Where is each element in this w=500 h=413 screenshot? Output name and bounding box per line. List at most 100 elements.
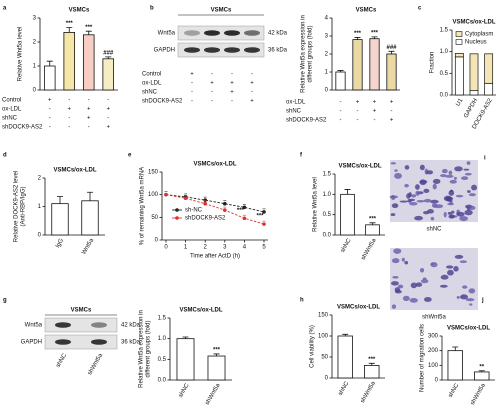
y-tick-label: 2 (325, 52, 329, 58)
condition-mark: + (390, 118, 394, 124)
cell (391, 203, 399, 209)
condition-mark: - (191, 90, 193, 96)
condition-name: shDOCK9-AS2 (142, 99, 183, 105)
point (183, 196, 188, 201)
panel-letter: g (3, 298, 7, 304)
cell (440, 274, 449, 280)
point (262, 222, 266, 226)
y-tick-label: 0.0 (158, 378, 167, 384)
cell (394, 289, 402, 294)
condition-mark: + (190, 72, 194, 78)
legend-label: shDOCK9-AS2 (185, 216, 226, 222)
cell (454, 166, 463, 172)
panel-letter: h (300, 298, 304, 304)
error-bar (478, 370, 485, 372)
y-tick-label: 1.0 (323, 192, 332, 198)
y-tick-label: 1.0 (440, 49, 449, 55)
error-bar (337, 70, 344, 72)
panel-letter: i (484, 156, 486, 162)
cell (404, 261, 409, 265)
condition-mark: + (230, 90, 234, 96)
error-bar (57, 196, 63, 204)
significance: *** (66, 21, 74, 27)
condition-mark: - (68, 98, 70, 104)
panel-letter: j (481, 298, 484, 304)
blot-band (204, 30, 220, 36)
y-axis-label: different groups (fold) (308, 26, 314, 83)
error-bar (388, 50, 395, 54)
y-tick-label: 50 (151, 215, 158, 221)
condition-mark: + (250, 99, 254, 105)
cell (426, 170, 434, 175)
band-name: Wnt5a (25, 323, 43, 329)
x-axis-label: Time after ActD (h) (190, 254, 240, 260)
bar (43, 65, 56, 91)
legend-label: Cytoplasm (465, 32, 493, 38)
y-tick-label: 100 (428, 363, 439, 369)
cell (468, 205, 476, 210)
y-tick-label: 0 (435, 378, 439, 384)
bar-segment (454, 56, 464, 96)
point (262, 210, 266, 214)
bar-segment (469, 53, 479, 92)
x-tick-label: 2 (204, 245, 208, 251)
significance: *** (213, 348, 221, 354)
condition-mark: + (373, 109, 377, 115)
blot-band (91, 339, 107, 345)
condition-mark: - (49, 125, 51, 131)
condition-mark: - (191, 81, 193, 87)
y-tick-label: 0.0 (323, 233, 332, 239)
y-tick-label: 0.0 (440, 93, 449, 99)
cell (439, 284, 448, 288)
y-tick-label: 1 (325, 70, 329, 76)
error-bar (85, 30, 92, 35)
cell (404, 165, 410, 170)
condition-mark: - (49, 116, 51, 122)
cell (448, 170, 453, 176)
condition-mark: + (106, 125, 110, 131)
condition-mark: - (68, 125, 70, 131)
significance: ** (479, 364, 484, 370)
x-tick-label: shNC (338, 380, 351, 397)
y-tick-label: 1.0 (158, 336, 167, 342)
y-tick-label: 2 (38, 176, 42, 182)
condition-mark: - (211, 99, 213, 105)
error-bar (66, 27, 73, 33)
cell (416, 200, 425, 203)
cell (432, 178, 441, 184)
bar (176, 338, 195, 381)
image-label: shNC (426, 227, 442, 233)
point (203, 201, 207, 206)
significance: ### (386, 45, 397, 51)
point (242, 205, 247, 210)
cell (414, 215, 424, 221)
cell (390, 213, 396, 216)
condition-mark: - (357, 109, 359, 115)
blot-strip (177, 25, 265, 41)
cell (468, 288, 476, 294)
cell (451, 210, 455, 214)
cell (423, 198, 432, 203)
condition-mark: - (88, 125, 90, 131)
condition-name: shNC (286, 109, 302, 115)
cell (389, 195, 399, 199)
blot-band (91, 322, 107, 328)
cell (464, 209, 473, 216)
cell (410, 282, 418, 289)
y-tick-label: 4 (325, 16, 329, 22)
chart-title: VSMCs/ox-LDL (337, 305, 380, 311)
cell (390, 281, 399, 286)
cell (471, 184, 477, 191)
bar (447, 350, 463, 381)
cell (430, 262, 438, 268)
blot-band (55, 339, 71, 345)
cell (466, 161, 471, 165)
x-tick-label: GAPDH (463, 98, 479, 119)
condition-mark: - (211, 90, 213, 96)
legend-swatch (455, 31, 463, 37)
point (223, 201, 227, 206)
cell (415, 282, 423, 287)
chart-title: VSMCs/ox-LDL (452, 20, 495, 26)
chart-title: VSMCs (69, 8, 90, 14)
condition-mark: - (88, 98, 90, 104)
